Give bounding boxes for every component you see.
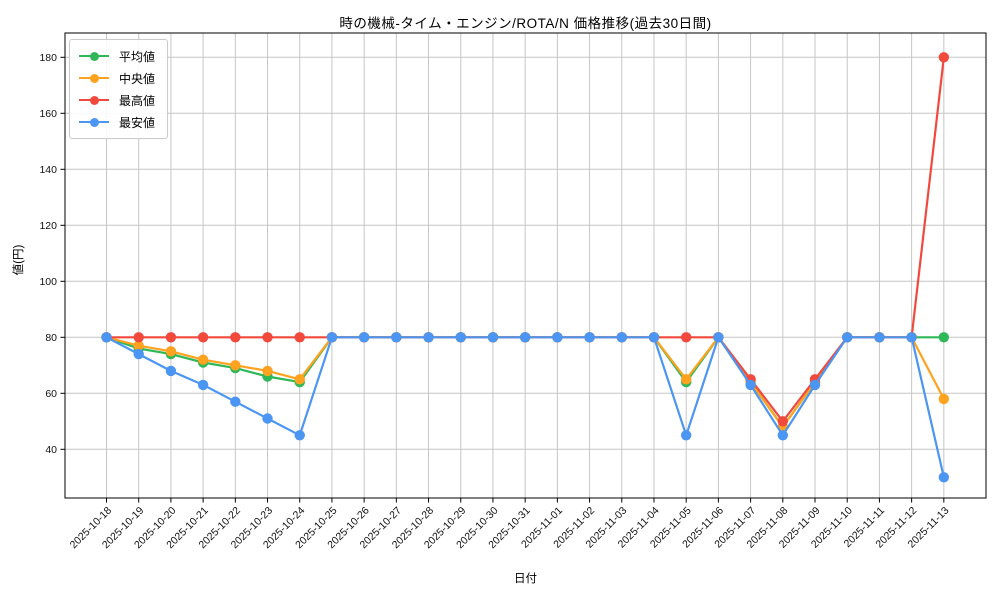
data-point-median xyxy=(262,365,273,377)
data-point-min xyxy=(391,332,402,343)
data-point-max xyxy=(777,416,789,427)
legend-marker-average-icon xyxy=(79,50,109,62)
data-point-min xyxy=(262,413,273,424)
data-point-min xyxy=(874,332,885,343)
legend-item-min: 最安値 xyxy=(79,113,155,131)
data-point-max xyxy=(230,332,241,343)
legend-label-median: 中央値 xyxy=(119,71,156,86)
data-point-avg xyxy=(938,332,950,343)
data-point-min xyxy=(101,332,112,343)
y-tick-label: 60 xyxy=(45,388,57,400)
data-point-max xyxy=(133,332,144,343)
data-point-min xyxy=(326,332,338,343)
data-point-min xyxy=(552,332,563,343)
data-point-max xyxy=(165,332,177,343)
data-point-median xyxy=(294,374,305,385)
data-point-min xyxy=(906,332,917,343)
legend-item-average: 平均値 xyxy=(79,47,155,65)
data-point-min xyxy=(648,332,660,343)
y-tick-label: 40 xyxy=(45,444,57,456)
data-point-median xyxy=(133,340,144,351)
data-point-min xyxy=(133,348,144,360)
data-point-min xyxy=(230,396,241,407)
legend-marker-min-icon xyxy=(79,116,109,128)
y-tick-label: 180 xyxy=(39,52,57,64)
data-point-min xyxy=(777,430,789,441)
data-point-median xyxy=(197,354,209,365)
y-tick-label: 100 xyxy=(39,276,57,288)
data-point-median xyxy=(938,393,950,405)
data-point-min xyxy=(197,379,209,391)
data-point-max xyxy=(938,52,950,63)
chart-title: 時の機械-タイム・エンジン/ROTA/N 価格推移(過去30日間) xyxy=(339,16,712,31)
legend-label-min: 最安値 xyxy=(119,115,156,130)
data-point-min xyxy=(584,332,595,343)
data-point-min xyxy=(455,332,466,343)
data-point-min xyxy=(809,379,821,391)
legend-label-max: 最高値 xyxy=(119,93,156,108)
data-point-max xyxy=(262,332,273,343)
data-point-min xyxy=(713,332,724,343)
legend-item-max: 最高値 xyxy=(79,91,155,109)
data-point-min xyxy=(842,332,853,343)
data-point-min xyxy=(165,365,177,377)
legend-marker-median-icon xyxy=(79,72,109,84)
y-tick-label: 80 xyxy=(45,332,57,344)
legend-marker-max-icon xyxy=(79,94,109,106)
legend-label-average: 平均値 xyxy=(119,49,156,64)
y-tick-label: 120 xyxy=(39,220,57,232)
data-point-min xyxy=(680,430,692,441)
data-point-max xyxy=(680,332,692,343)
legend: 平均値 中央値 最高値 最安値 xyxy=(69,39,169,139)
data-point-min xyxy=(616,332,627,343)
data-point-median xyxy=(680,374,692,385)
y-tick-label: 160 xyxy=(39,108,57,120)
legend-item-median: 中央値 xyxy=(79,69,155,87)
data-point-min xyxy=(745,379,756,391)
data-point-min xyxy=(423,332,434,343)
y-axis-label: 値(円) xyxy=(13,244,25,276)
x-axis-label: 日付 xyxy=(514,573,537,585)
data-point-min xyxy=(487,332,499,343)
data-point-max xyxy=(294,332,305,343)
data-point-min xyxy=(358,332,370,343)
data-point-median xyxy=(230,360,241,371)
data-point-median xyxy=(165,346,177,357)
data-point-min xyxy=(938,472,950,483)
data-point-max xyxy=(197,332,209,343)
data-point-min xyxy=(519,332,531,343)
data-point-min xyxy=(294,430,305,441)
y-tick-label: 140 xyxy=(39,164,57,176)
